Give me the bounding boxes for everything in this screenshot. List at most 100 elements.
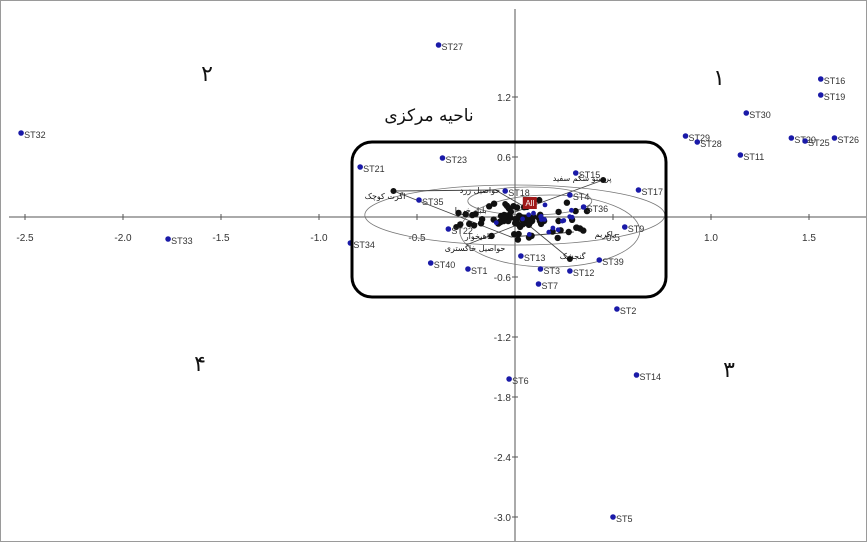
x-tick-label: 0.5 [606,233,620,244]
cluster-marker [478,216,486,223]
station-label: ST36 [587,204,609,214]
y-tick-label: -3.0 [494,513,512,524]
species-label: یاکریم [595,230,615,239]
station-point [537,266,544,272]
cluster-station-marker [561,218,567,223]
cluster-marker [555,217,562,225]
station-label: ST5 [616,514,633,524]
cluster-marker [565,228,572,236]
station-point [416,197,422,203]
station-point [614,306,620,312]
cluster-marker [515,230,522,238]
y-tick-label: 1.2 [497,93,511,104]
station-point [610,514,616,520]
cluster-station-marker [569,207,574,213]
station-label: ST12 [573,268,595,278]
cluster-station-marker [526,212,532,218]
cluster-marker [490,200,498,207]
station-point [635,187,642,193]
station-point [694,139,701,145]
quadrant-label: ۱ [713,66,725,91]
station-label: ST34 [353,240,375,250]
central-region-label: ناحیه مرکزی [384,106,473,126]
cluster-marker [466,220,473,228]
x-tick-label: 1.0 [704,233,718,244]
station-label: ST17 [641,187,663,197]
station-label: ST18 [508,188,530,198]
station-point [165,236,171,242]
station-point [682,133,689,139]
station-point [572,170,579,176]
species-label: پرستو شکم سفید [553,174,612,183]
station-point [506,376,512,382]
cluster-station-marker [567,214,573,220]
station-label: ST30 [749,110,771,120]
y-tick-label: -1.2 [494,333,512,344]
station-label: ST25 [808,138,830,148]
x-tick-label: 1.5 [802,233,816,244]
station-label: ST27 [442,42,464,52]
cluster-marker [470,222,478,229]
station-point [357,164,363,170]
cluster-marker [526,219,534,226]
cluster-marker [519,221,527,228]
station-label: ST29 [689,133,711,143]
quadrant-label: ۳ [723,358,735,383]
cluster-marker [566,256,573,262]
station-label: ST33 [171,236,193,246]
cluster-station-marker [555,227,561,233]
station-label: ST28 [700,139,722,149]
x-tick-label: -0.5 [408,233,426,244]
cluster-marker [390,188,397,194]
station-label: ST40 [434,260,456,270]
species-label: اگرت کوچک [365,191,406,201]
station-point [817,76,824,82]
cluster-station-marker [520,216,525,222]
cluster-marker [514,236,522,243]
station-label: ST23 [445,155,467,165]
station-label: ST11 [743,152,764,162]
cluster-marker [572,207,579,215]
station-label: ST1 [471,266,488,276]
station-label: ST15 [579,170,601,180]
cluster-marker [488,232,495,240]
station-point [518,253,524,259]
cluster-marker [573,224,580,231]
station-point [737,152,744,158]
station-label: ST35 [422,197,444,207]
all-marker [522,197,537,209]
station-point [439,155,446,161]
x-tick-label: -1.5 [212,233,230,244]
cluster-marker [453,224,460,230]
station-label: ST4 [573,192,590,202]
station-point [831,135,838,141]
station-label: ST21 [363,164,385,174]
cluster-marker [486,203,493,210]
station-point [18,130,24,136]
species-label: بلبل خرما [455,206,487,215]
y-tick-label: 0.6 [497,153,511,164]
station-label: ST26 [837,135,859,145]
cluster-station-marker [542,202,548,208]
y-tick-label: -2.4 [494,453,512,464]
station-label: ST6 [512,376,529,386]
cluster-marker [502,201,509,207]
station-point [502,188,509,194]
station-point [567,192,573,198]
cluster-station-marker [538,213,544,219]
station-label: ST19 [824,92,846,102]
station-label: ST16 [824,76,846,86]
station-point [435,42,442,48]
cluster-marker [580,227,587,234]
station-label: ST14 [640,372,662,382]
station-label: ST22 [451,226,473,236]
cluster-marker [583,207,591,215]
central-region-box [350,140,668,299]
cluster-marker [600,177,607,183]
species-label: گنجشک [560,251,586,261]
cluster-marker [563,199,571,206]
y-tick-label: -0.6 [494,273,512,284]
cluster-marker [555,208,562,216]
